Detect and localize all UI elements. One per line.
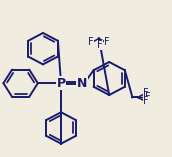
Text: P: P — [56, 77, 66, 90]
Text: F: F — [97, 40, 103, 50]
Text: F: F — [143, 88, 149, 98]
Text: N: N — [77, 77, 87, 90]
Text: F: F — [143, 96, 149, 106]
Text: F: F — [88, 37, 94, 47]
Text: F: F — [145, 92, 151, 102]
Text: F: F — [104, 37, 109, 47]
